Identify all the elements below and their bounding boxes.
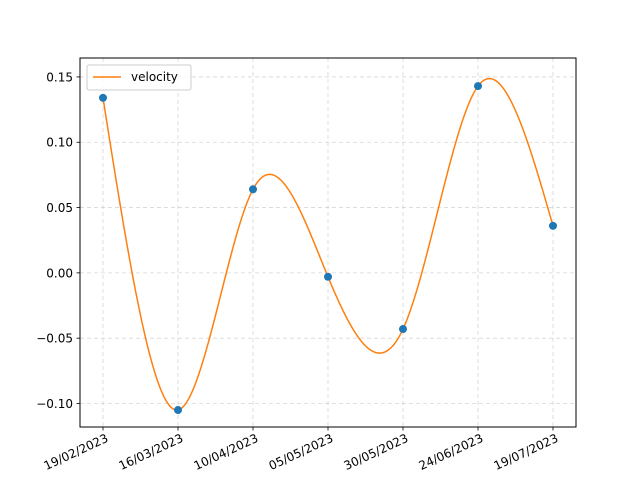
data-point [399, 325, 407, 334]
y-tick-label: 0.00 [46, 266, 73, 280]
legend-label-velocity: velocity [131, 70, 178, 84]
x-tick-label: 24/06/2023 [417, 431, 486, 473]
data-point [549, 221, 557, 230]
x-tick-label: 10/04/2023 [192, 431, 261, 473]
data-point [249, 185, 257, 194]
data-point [99, 93, 107, 102]
grid [80, 58, 576, 427]
x-tick-label: 30/05/2023 [342, 431, 411, 473]
points-layer [99, 82, 557, 415]
x-tick-label: 16/03/2023 [117, 431, 186, 473]
data-point [474, 82, 482, 91]
data-point [174, 406, 182, 415]
legend: velocity [86, 64, 192, 91]
x-axis: 19/02/2023 16/03/2023 10/04/2023 05/05/2023… [42, 427, 561, 473]
y-tick-label: 0.15 [46, 70, 73, 84]
x-tick-label: 05/05/2023 [267, 431, 336, 473]
y-axis: −0.10 −0.05 0.00 0.05 0.10 0.15 [36, 70, 80, 411]
data-point [324, 272, 332, 281]
y-tick-label: −0.10 [36, 397, 73, 411]
y-tick-label: 0.10 [46, 136, 73, 150]
x-tick-label: 19/02/2023 [42, 431, 111, 473]
x-tick-label: 19/07/2023 [492, 431, 561, 473]
y-tick-label: −0.05 [36, 332, 73, 346]
y-tick-label: 0.05 [46, 201, 73, 215]
legend-box [86, 64, 192, 91]
